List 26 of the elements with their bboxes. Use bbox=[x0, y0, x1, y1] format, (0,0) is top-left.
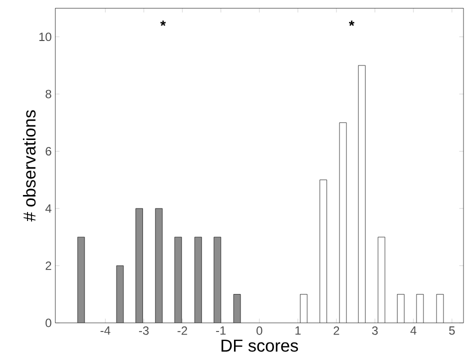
x-tick-label: 4 bbox=[410, 326, 416, 335]
bar bbox=[77, 236, 85, 323]
bar bbox=[155, 208, 163, 323]
y-tick-label: 4 bbox=[45, 204, 52, 213]
x-tick-label: 1 bbox=[295, 326, 301, 335]
x-tick-label: -4 bbox=[100, 326, 110, 335]
bar bbox=[233, 294, 241, 323]
x-tick-label: 2 bbox=[334, 326, 340, 335]
y-tick-label: 2 bbox=[46, 262, 52, 270]
y-tick-label: 0 bbox=[46, 318, 52, 328]
annotation: * bbox=[348, 20, 354, 26]
x-tick-label: 3 bbox=[372, 326, 378, 335]
y-tick-label: 6 bbox=[46, 147, 52, 156]
x-tick-label: 0 bbox=[256, 326, 262, 335]
y-tick-label: 8 bbox=[46, 90, 52, 98]
x-tick-label: -2 bbox=[178, 326, 188, 335]
bar bbox=[214, 236, 222, 323]
annotation: * bbox=[160, 20, 166, 26]
x-tick-label: -1 bbox=[216, 326, 226, 335]
bar bbox=[194, 236, 202, 323]
x-axis-title: DF scores bbox=[222, 340, 298, 352]
x-tick-label: -3 bbox=[139, 326, 149, 335]
y-axis-title: # observations bbox=[22, 110, 36, 222]
y-tick-label: 10 bbox=[39, 32, 52, 42]
bar bbox=[116, 265, 124, 323]
x-tick-label: 5 bbox=[449, 326, 455, 335]
